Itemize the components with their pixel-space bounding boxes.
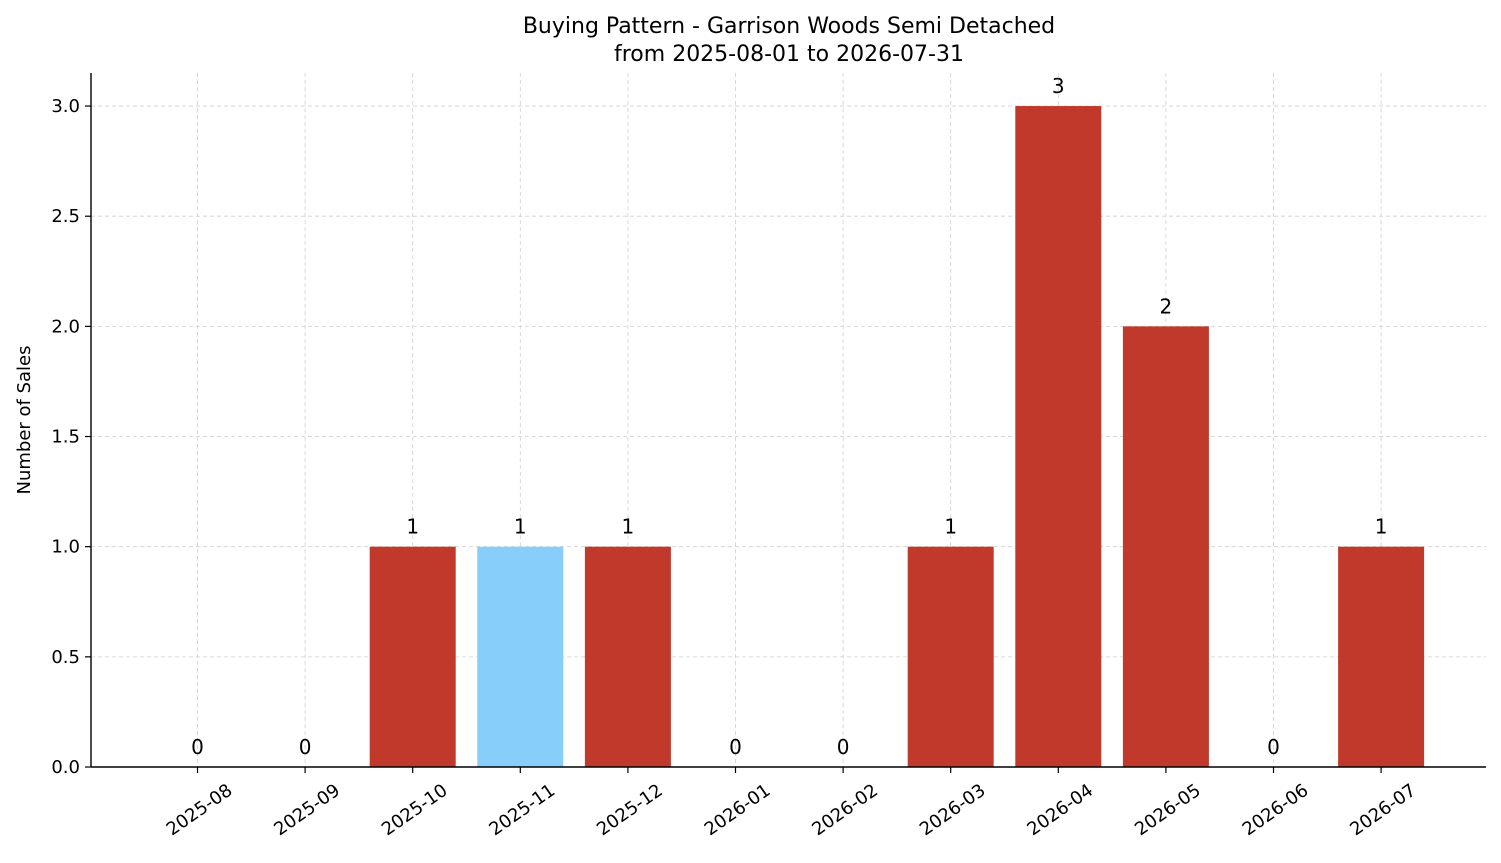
data-label-2026-02: 0 xyxy=(837,735,850,759)
data-label-2026-03: 1 xyxy=(944,515,957,539)
chart-title: Buying Pattern - Garrison Woods Semi Det… xyxy=(523,14,1055,39)
y-tick-label: 2.5 xyxy=(51,206,80,227)
y-tick-label: 0.0 xyxy=(51,757,80,778)
data-label-2025-11: 1 xyxy=(514,515,527,539)
bar-2025-11 xyxy=(477,546,564,767)
x-tick-label-2026-03: 2026-03 xyxy=(916,780,990,840)
x-tick-label-2026-05: 2026-05 xyxy=(1131,780,1205,840)
data-label-2025-10: 1 xyxy=(406,515,419,539)
y-tick-label: 1.5 xyxy=(51,427,80,448)
bar-2026-03 xyxy=(907,546,994,767)
x-tick-label-2025-11: 2025-11 xyxy=(486,780,560,840)
bar-2025-10 xyxy=(369,546,456,767)
y-ticks-layer: 0.0 0.5 1.0 1.5 2.0 2.5 3.0 xyxy=(51,96,91,778)
bar-2026-05 xyxy=(1122,326,1209,767)
data-label-2025-12: 1 xyxy=(622,515,635,539)
x-tick-label-2025-08: 2025-08 xyxy=(163,780,237,840)
y-tick-label: 1.0 xyxy=(51,537,80,558)
x-ticks-layer: 2025-08 2025-09 2025-10 2025-11 2025-12 2026-… xyxy=(163,767,1420,840)
bar-2026-04 xyxy=(1015,106,1102,768)
bar-2025-12 xyxy=(584,546,671,767)
bars-layer xyxy=(369,106,1425,768)
chart-subtitle: from 2025-08-01 to 2026-07-31 xyxy=(614,42,964,67)
data-labels-layer: 0 0 1 1 1 0 0 1 3 2 0 1 xyxy=(191,74,1387,759)
x-tick-label-2026-02: 2026-02 xyxy=(808,780,882,840)
x-tick-label-2026-07: 2026-07 xyxy=(1346,780,1420,840)
bar-2026-07 xyxy=(1338,546,1425,767)
x-tick-label-2026-01: 2026-01 xyxy=(701,780,775,840)
y-tick-label: 2.0 xyxy=(51,316,80,337)
x-tick-label-2025-12: 2025-12 xyxy=(593,780,667,840)
x-tick-label-2026-06: 2026-06 xyxy=(1239,780,1313,840)
data-label-2025-08: 0 xyxy=(191,735,204,759)
data-label-2026-05: 2 xyxy=(1160,294,1173,318)
y-tick-label: 0.5 xyxy=(51,647,80,668)
x-tick-label-2026-04: 2026-04 xyxy=(1024,780,1098,840)
grid-layer xyxy=(91,73,1486,768)
x-tick-label-2025-09: 2025-09 xyxy=(270,780,344,840)
axes-layer xyxy=(90,73,1486,768)
data-label-2026-06: 0 xyxy=(1267,735,1280,759)
data-label-2025-09: 0 xyxy=(299,735,312,759)
data-label-2026-01: 0 xyxy=(729,735,742,759)
y-tick-label: 3.0 xyxy=(51,96,80,117)
data-label-2026-07: 1 xyxy=(1375,515,1388,539)
y-axis-label: Number of Sales xyxy=(14,345,35,494)
data-label-2026-04: 3 xyxy=(1052,74,1065,98)
x-tick-label-2025-10: 2025-10 xyxy=(378,780,452,840)
